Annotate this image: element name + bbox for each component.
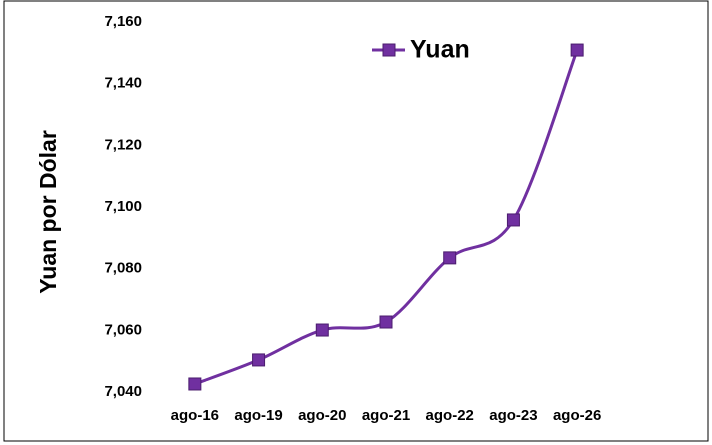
x-tick-label: ago-26 [553, 407, 601, 424]
x-tick-label: ago-20 [298, 407, 346, 424]
marker [315, 323, 329, 337]
marker [443, 251, 457, 265]
marker [506, 213, 520, 227]
legend-label: Yuan [410, 36, 470, 64]
x-tick-label: ago-22 [426, 407, 474, 424]
y-tick-label: 7,080 [104, 260, 142, 277]
x-tick-label: ago-19 [234, 407, 282, 424]
marker [188, 377, 202, 391]
y-axis-title: Yuan por Dólar [35, 130, 61, 294]
x-tick-label: ago-23 [489, 407, 537, 424]
x-tick-label: ago-16 [171, 407, 219, 424]
marker [379, 315, 393, 329]
y-tick-label: 7,140 [104, 75, 142, 92]
marker [570, 43, 584, 57]
x-tick-label: ago-21 [362, 407, 410, 424]
chart-frame [3, 0, 709, 442]
y-tick-label: 7,060 [104, 321, 142, 338]
y-tick-label: 7,040 [104, 383, 142, 400]
legend-marker [382, 43, 396, 57]
marker [252, 353, 266, 367]
y-tick-label: 7,120 [104, 136, 142, 153]
y-tick-label: 7,100 [104, 198, 142, 215]
y-tick-label: 7,160 [104, 13, 142, 30]
